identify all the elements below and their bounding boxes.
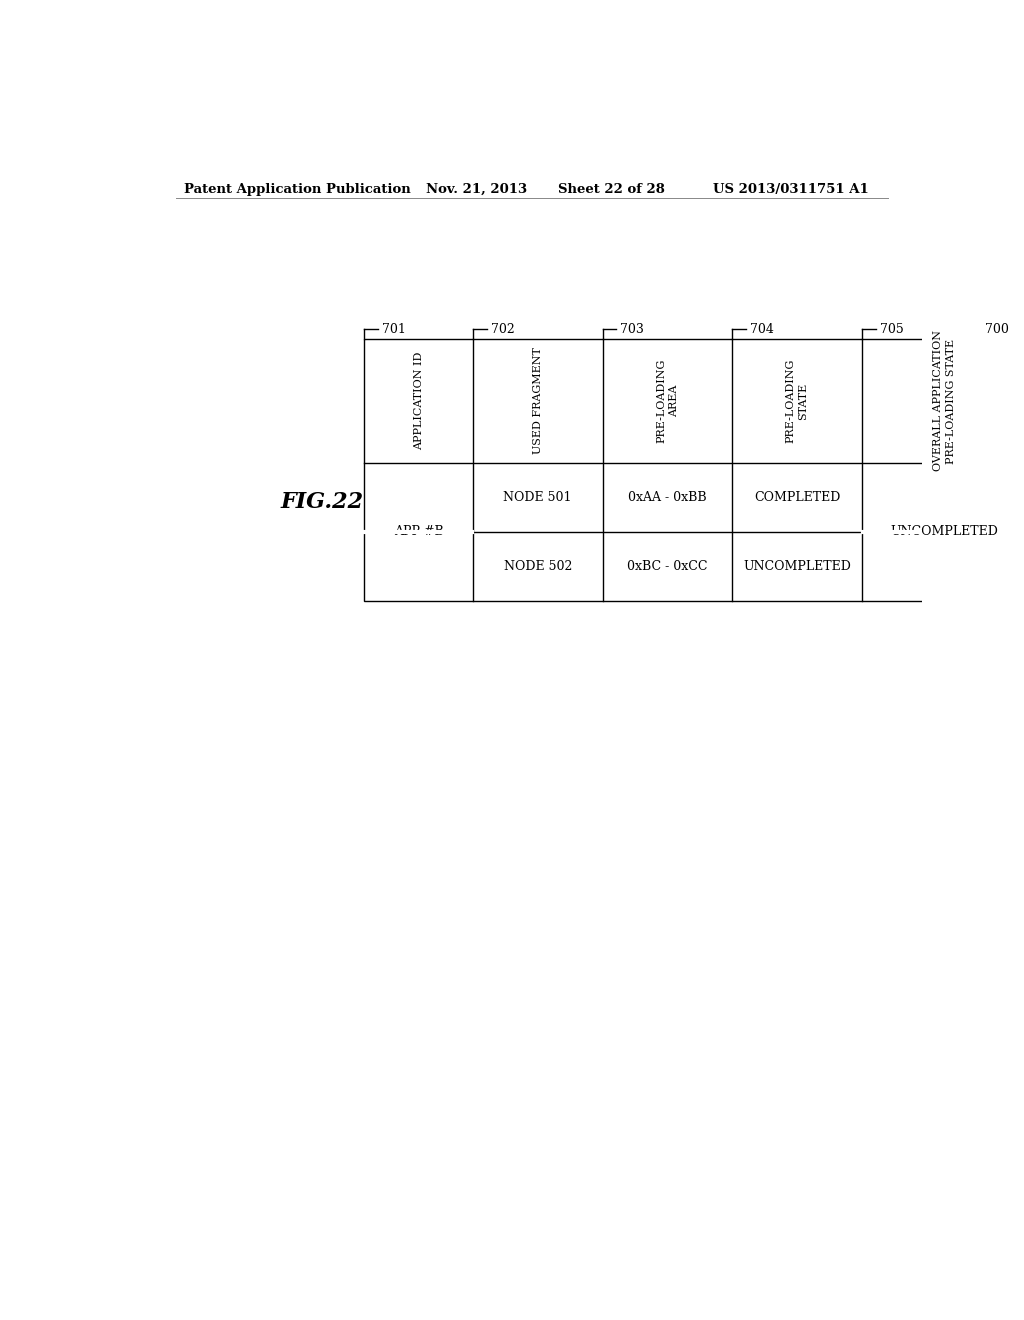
Text: NODE 502: NODE 502: [504, 560, 571, 573]
Text: FIG.22: FIG.22: [281, 491, 364, 512]
Text: 705: 705: [880, 323, 903, 335]
Text: PRE-LOADING
STATE: PRE-LOADING STATE: [785, 359, 808, 444]
Text: UNCOMPLETED: UNCOMPLETED: [891, 525, 998, 539]
Text: OVERALL APPLICATION
PRE-LOADING STATE: OVERALL APPLICATION PRE-LOADING STATE: [933, 330, 955, 471]
Text: PRE-LOADING
AREA: PRE-LOADING AREA: [656, 359, 679, 444]
Text: US 2013/0311751 A1: US 2013/0311751 A1: [713, 183, 869, 197]
Text: 703: 703: [621, 323, 644, 335]
Bar: [365, 339, 1024, 601]
Text: 700: 700: [985, 323, 1010, 335]
Text: NODE 501: NODE 501: [504, 491, 572, 504]
Text: 704: 704: [750, 323, 774, 335]
Text: 702: 702: [490, 323, 514, 335]
Text: 701: 701: [382, 323, 407, 335]
Text: COMPLETED: COMPLETED: [754, 491, 841, 504]
Text: Sheet 22 of 28: Sheet 22 of 28: [558, 183, 665, 197]
Text: 0xAA - 0xBB: 0xAA - 0xBB: [628, 491, 707, 504]
Text: 0xBC - 0xCC: 0xBC - 0xCC: [627, 560, 708, 573]
Text: Patent Application Publication: Patent Application Publication: [183, 183, 411, 197]
Text: UNCOMPLETED: UNCOMPLETED: [743, 560, 851, 573]
Text: Nov. 21, 2013: Nov. 21, 2013: [426, 183, 527, 197]
Text: APP #B: APP #B: [394, 525, 443, 539]
Text: USED FRAGMENT: USED FRAGMENT: [532, 347, 543, 454]
Text: APPLICATION ID: APPLICATION ID: [414, 351, 424, 450]
